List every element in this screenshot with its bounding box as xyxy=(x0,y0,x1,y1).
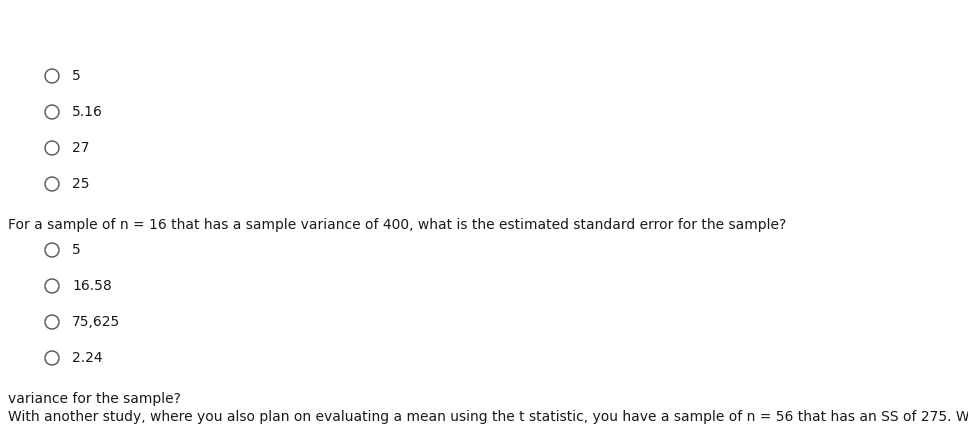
Text: 16.58: 16.58 xyxy=(72,279,111,293)
Text: 27: 27 xyxy=(72,141,89,155)
Text: 5.16: 5.16 xyxy=(72,105,103,119)
Text: 5: 5 xyxy=(72,69,80,83)
Text: 5: 5 xyxy=(72,243,80,257)
Text: 2.24: 2.24 xyxy=(72,351,103,365)
Text: With another study, where you also plan on evaluating a mean using the t statist: With another study, where you also plan … xyxy=(8,410,968,424)
Text: variance for the sample?: variance for the sample? xyxy=(8,392,181,406)
Text: For a sample of n = 16 that has a sample variance of 400, what is the estimated : For a sample of n = 16 that has a sample… xyxy=(8,218,786,232)
Text: 75,625: 75,625 xyxy=(72,315,120,329)
Text: 25: 25 xyxy=(72,177,89,191)
